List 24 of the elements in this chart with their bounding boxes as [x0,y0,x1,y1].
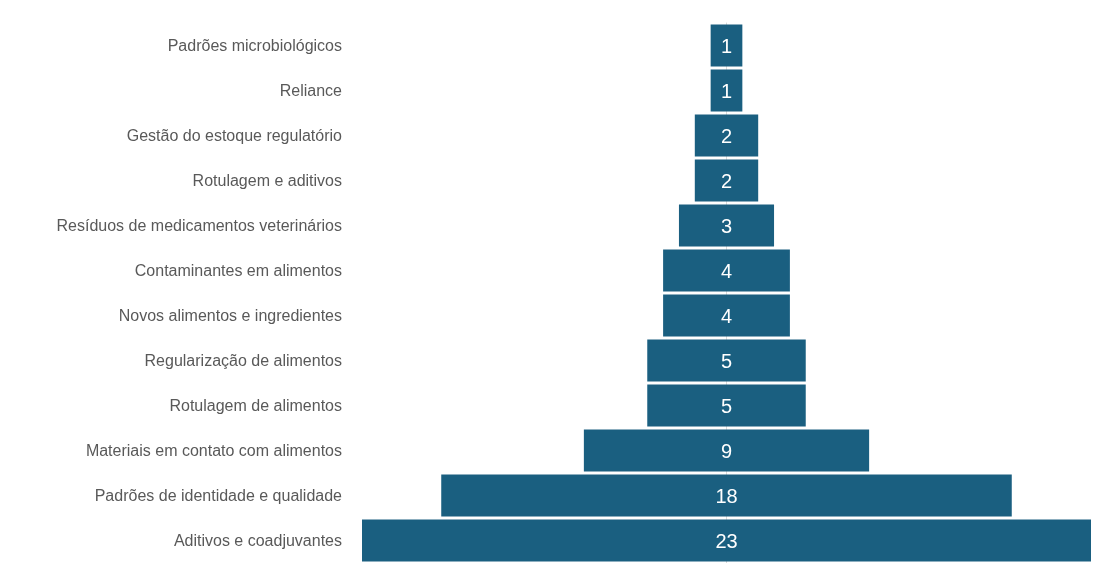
category-label: Novos alimentos e ingredientes [118,307,342,324]
data-label: 5 [720,349,733,372]
data-label: 18 [715,484,738,507]
data-label: 9 [720,439,733,462]
data-label: 23 [715,529,738,552]
data-label: 3 [720,214,733,237]
data-label: 2 [720,169,733,192]
category-label: Padrões de identidade e qualidade [94,487,343,504]
category-label: Rotulagem e aditivos [192,172,342,189]
data-label: 2 [720,124,733,147]
category-label: Padrões microbiológicos [167,37,342,54]
category-label: Aditivos e coadjuvantes [173,532,342,549]
category-label: Resíduos de medicamentos veterinários [56,217,342,234]
data-label: 1 [720,34,733,57]
category-label: Materiais em contato com alimentos [85,442,342,459]
category-label: Regularização de alimentos [144,352,342,369]
category-label: Gestão do estoque regulatório [126,127,343,144]
data-label: 4 [720,259,733,282]
data-label: 1 [720,79,733,102]
category-label: Rotulagem de alimentos [169,397,342,414]
category-label: Contaminantes em alimentos [134,262,342,279]
data-label: 5 [720,394,733,417]
data-label: 4 [720,304,733,327]
category-label: Reliance [279,82,343,99]
